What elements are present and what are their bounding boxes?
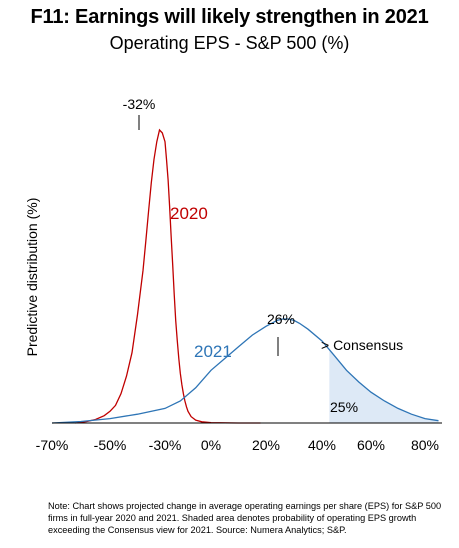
eps-distribution-chart: -70% -50% -30% 0% 20% 40% 60% 80% 20202021-32%2… bbox=[24, 96, 442, 453]
series-label-2021: 2021 bbox=[194, 342, 232, 361]
series-line-2021 bbox=[51, 318, 439, 424]
x-tick-label: 0% bbox=[201, 437, 221, 453]
x-tick-label: 60% bbox=[357, 437, 385, 453]
x-tick-label: 80% bbox=[411, 437, 439, 453]
annotation-layer: 2020 2021 -32% 26% > Consensus 25% bbox=[123, 96, 403, 415]
chart-title: F11: Earnings will likely strengthen in … bbox=[30, 6, 429, 28]
series-label-2020: 2020 bbox=[170, 204, 208, 223]
y-axis-label: Predictive distribution (%) bbox=[24, 198, 40, 357]
x-tick-label: -50% bbox=[94, 437, 127, 453]
consensus-shaded-area bbox=[329, 349, 439, 423]
chart-note: Note: Chart shows projected change in av… bbox=[48, 501, 442, 535]
series-line-2020 bbox=[75, 128, 261, 424]
x-tick-label: -70% bbox=[36, 437, 69, 453]
shaded-region-layer bbox=[329, 349, 439, 423]
peak-label-2021: 26% bbox=[267, 311, 295, 327]
chart-subtitle: Operating EPS - S&P 500 (%) bbox=[109, 33, 350, 53]
peak-label-2020: -32% bbox=[123, 96, 156, 112]
consensus-label: > Consensus bbox=[321, 337, 403, 353]
x-tick-label: 20% bbox=[252, 437, 280, 453]
x-tick-label: 40% bbox=[308, 437, 336, 453]
x-tick-label: -30% bbox=[149, 437, 182, 453]
consensus-probability-label: 25% bbox=[330, 399, 358, 415]
x-tick-layer: -70% -50% -30% 0% 20% 40% 60% 80% bbox=[36, 437, 439, 453]
series-layer bbox=[51, 128, 439, 424]
